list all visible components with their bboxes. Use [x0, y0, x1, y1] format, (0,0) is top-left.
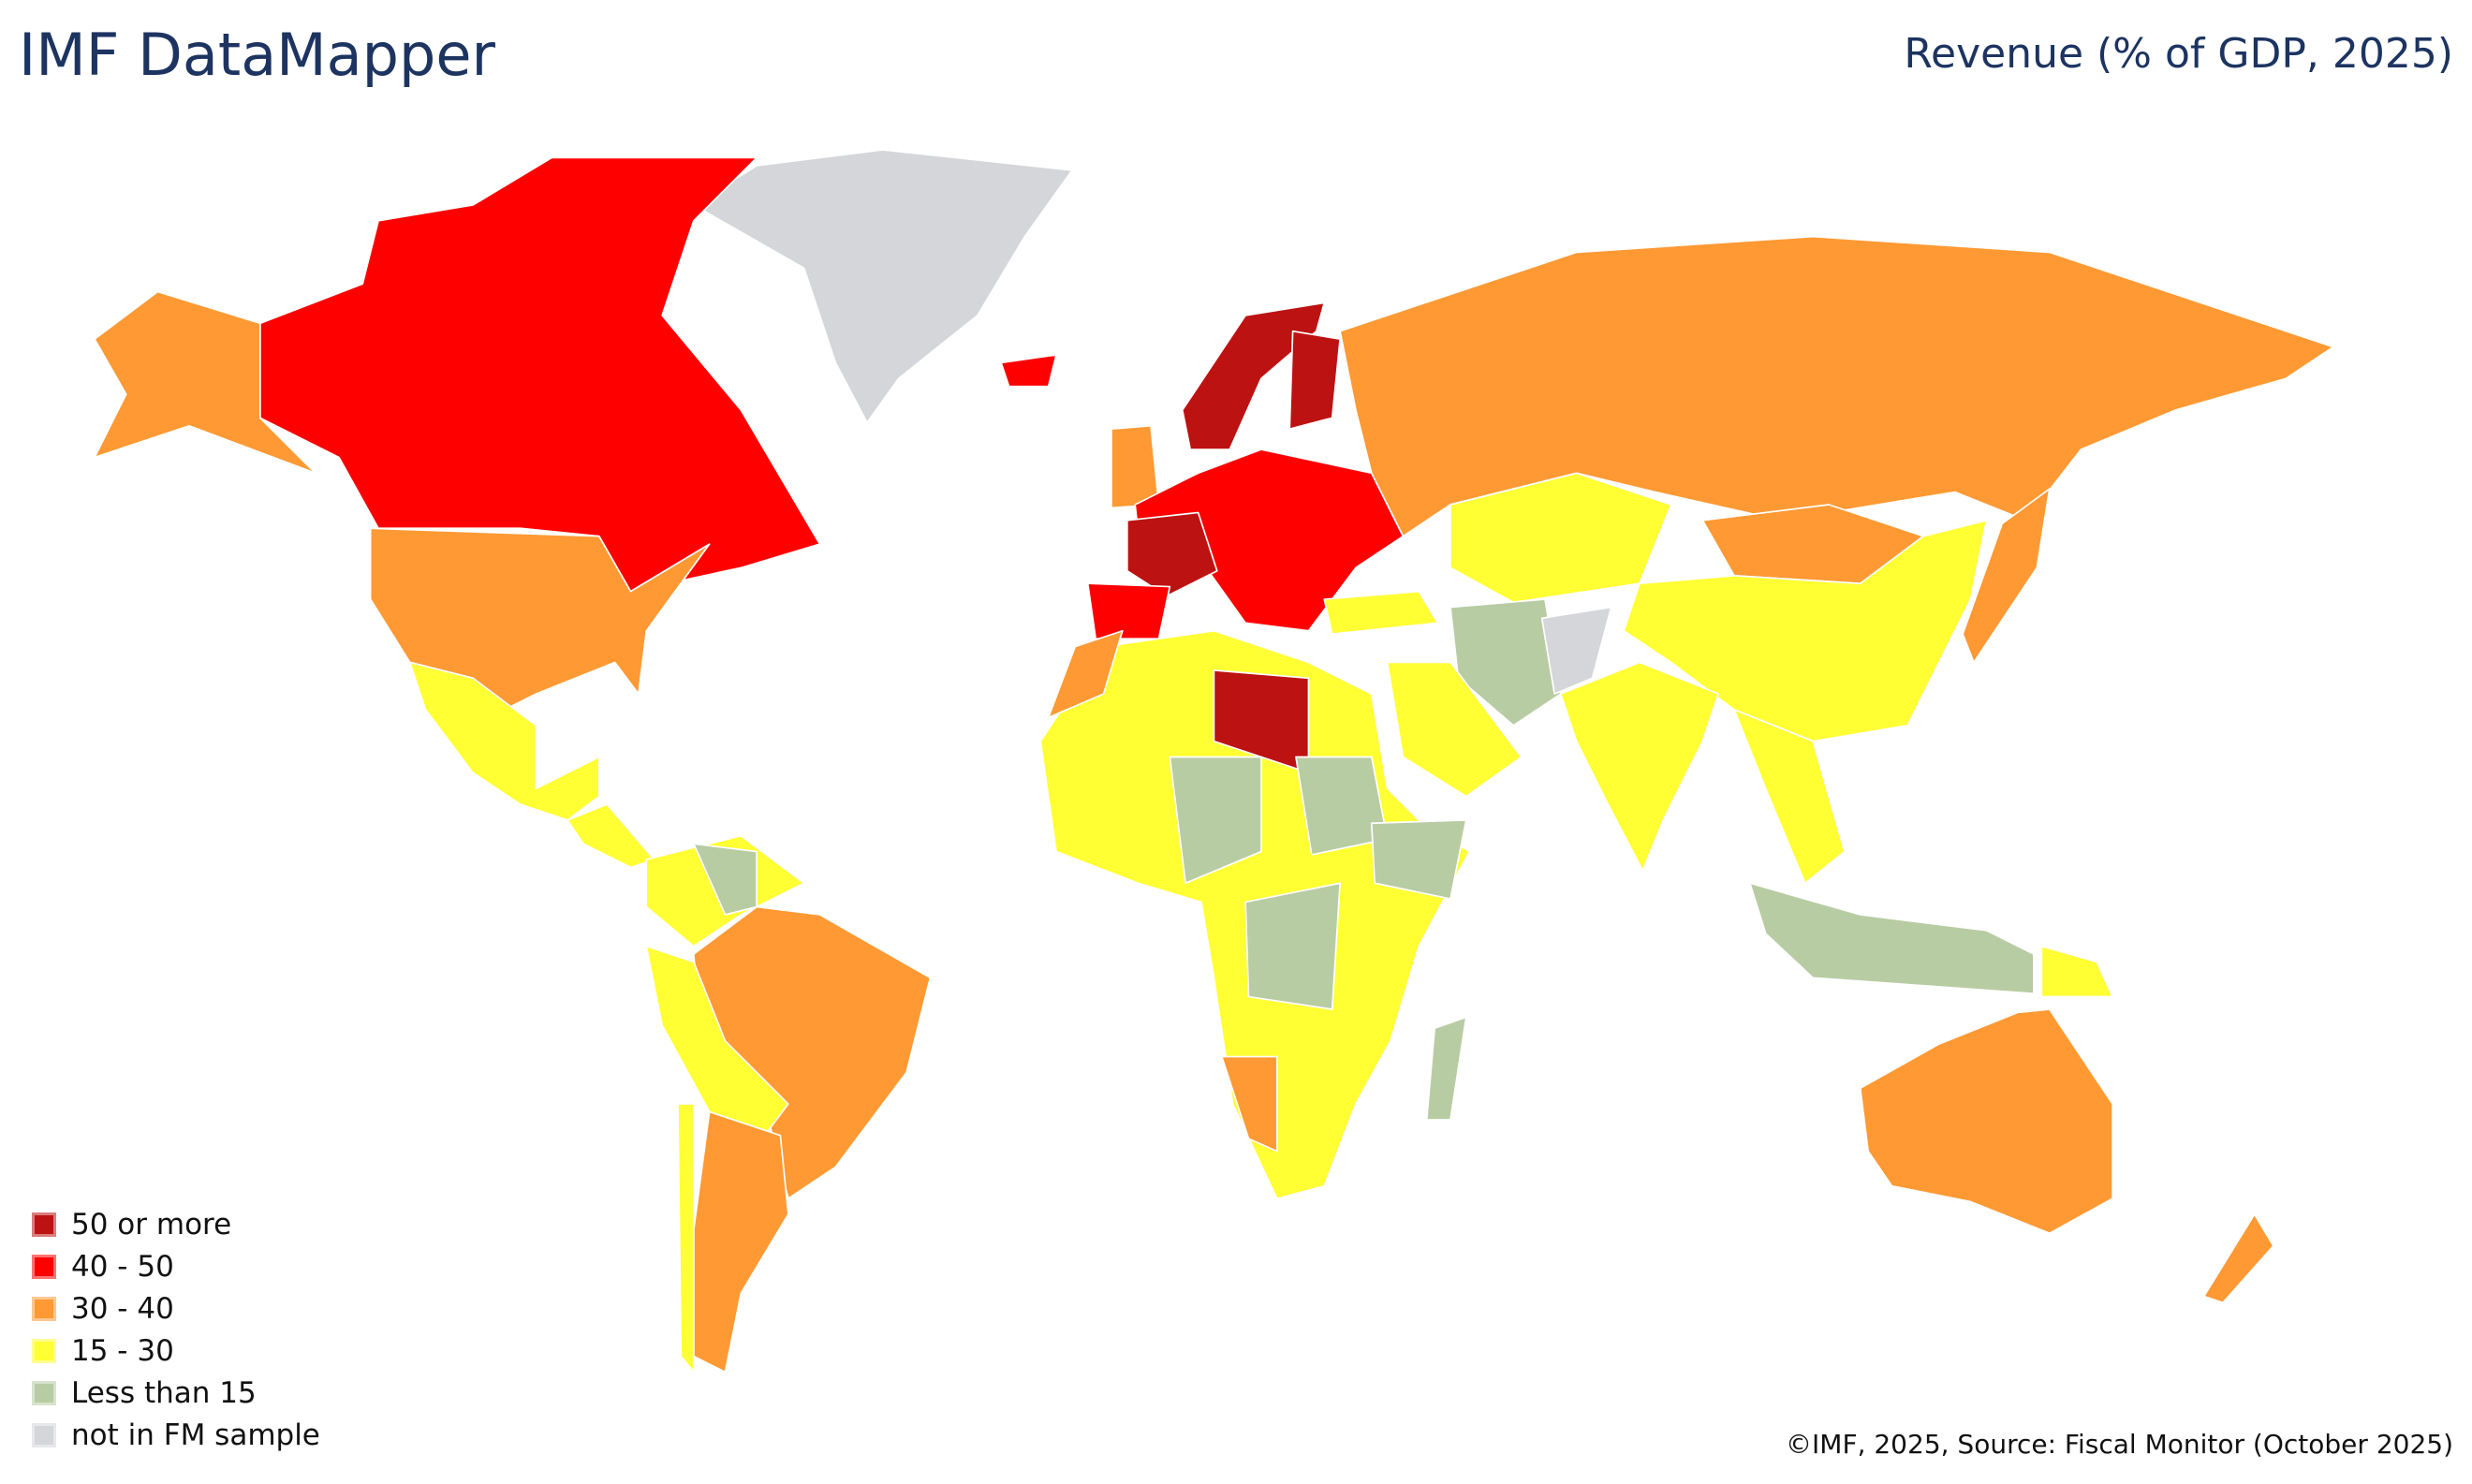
- legend-swatch: [32, 1212, 56, 1237]
- country-ethiopia[interactable]: [1370, 819, 1467, 900]
- country-turkey[interactable]: [1323, 590, 1439, 635]
- country-norway[interactable]: [1181, 301, 1326, 450]
- country-morocco[interactable]: [1047, 629, 1124, 719]
- legend-label: Less than 15: [71, 1375, 257, 1410]
- legend-label: 50 or more: [71, 1207, 232, 1242]
- country-indonesia[interactable]: [1749, 882, 2035, 995]
- legend-label: not in FM sample: [71, 1418, 320, 1452]
- country-spain[interactable]: [1086, 582, 1171, 640]
- country-france[interactable]: [1126, 511, 1218, 597]
- legend-item[interactable]: 50 or more: [32, 1203, 320, 1245]
- legend-item[interactable]: 30 - 40: [32, 1287, 320, 1330]
- legend-label: 40 - 50: [71, 1249, 174, 1284]
- country-afghanistan[interactable]: [1540, 606, 1612, 695]
- country-niger-chad[interactable]: [1169, 756, 1262, 885]
- country-chile[interactable]: [677, 1103, 695, 1374]
- country-india[interactable]: [1559, 661, 1720, 872]
- legend: 50 or more 40 - 50 30 - 40 15 - 30 Less …: [32, 1203, 320, 1456]
- legend-item[interactable]: Less than 15: [32, 1372, 320, 1414]
- indicator-title[interactable]: Revenue (% of GDP, 2025): [1904, 30, 2453, 78]
- legend-swatch: [32, 1254, 56, 1279]
- legend-item[interactable]: not in FM sample: [32, 1414, 320, 1456]
- country-saudi-arabia[interactable]: [1386, 661, 1523, 798]
- legend-item[interactable]: 15 - 30: [32, 1330, 320, 1372]
- legend-swatch: [32, 1338, 56, 1363]
- country-namibia[interactable]: [1221, 1055, 1278, 1153]
- legend-swatch: [32, 1422, 56, 1447]
- legend-label: 30 - 40: [71, 1291, 174, 1326]
- country-central-america[interactable]: [566, 803, 655, 869]
- country-papua-new-guinea[interactable]: [2040, 945, 2113, 998]
- app-title: IMF DataMapper: [19, 21, 496, 89]
- country-china[interactable]: [1623, 520, 1988, 742]
- source-note: ©IMF, 2025, Source: Fiscal Monitor (Octo…: [1786, 1429, 2453, 1460]
- country-iceland[interactable]: [1000, 354, 1057, 388]
- country-mexico[interactable]: [408, 661, 600, 821]
- country-iran[interactable]: [1449, 598, 1562, 727]
- country-drc[interactable]: [1244, 882, 1341, 1010]
- country-australia[interactable]: [1859, 1008, 2113, 1235]
- country-finland[interactable]: [1288, 330, 1341, 430]
- country-new-zealand[interactable]: [2202, 1213, 2274, 1304]
- country-southeast-asia[interactable]: [1733, 709, 1846, 885]
- legend-swatch: [32, 1380, 56, 1405]
- country-alaska[interactable]: [94, 290, 316, 475]
- country-peru-bolivia[interactable]: [645, 945, 789, 1137]
- legend-item[interactable]: 40 - 50: [32, 1245, 320, 1287]
- legend-swatch: [32, 1296, 56, 1321]
- country-argentina[interactable]: [692, 1110, 789, 1374]
- country-russia[interactable]: [1339, 235, 2334, 537]
- country-greenland[interactable]: [692, 149, 1073, 424]
- legend-label: 15 - 30: [71, 1333, 174, 1368]
- country-canada[interactable]: [258, 156, 821, 593]
- country-madagascar[interactable]: [1425, 1016, 1467, 1121]
- country-japan[interactable]: [1962, 488, 2051, 664]
